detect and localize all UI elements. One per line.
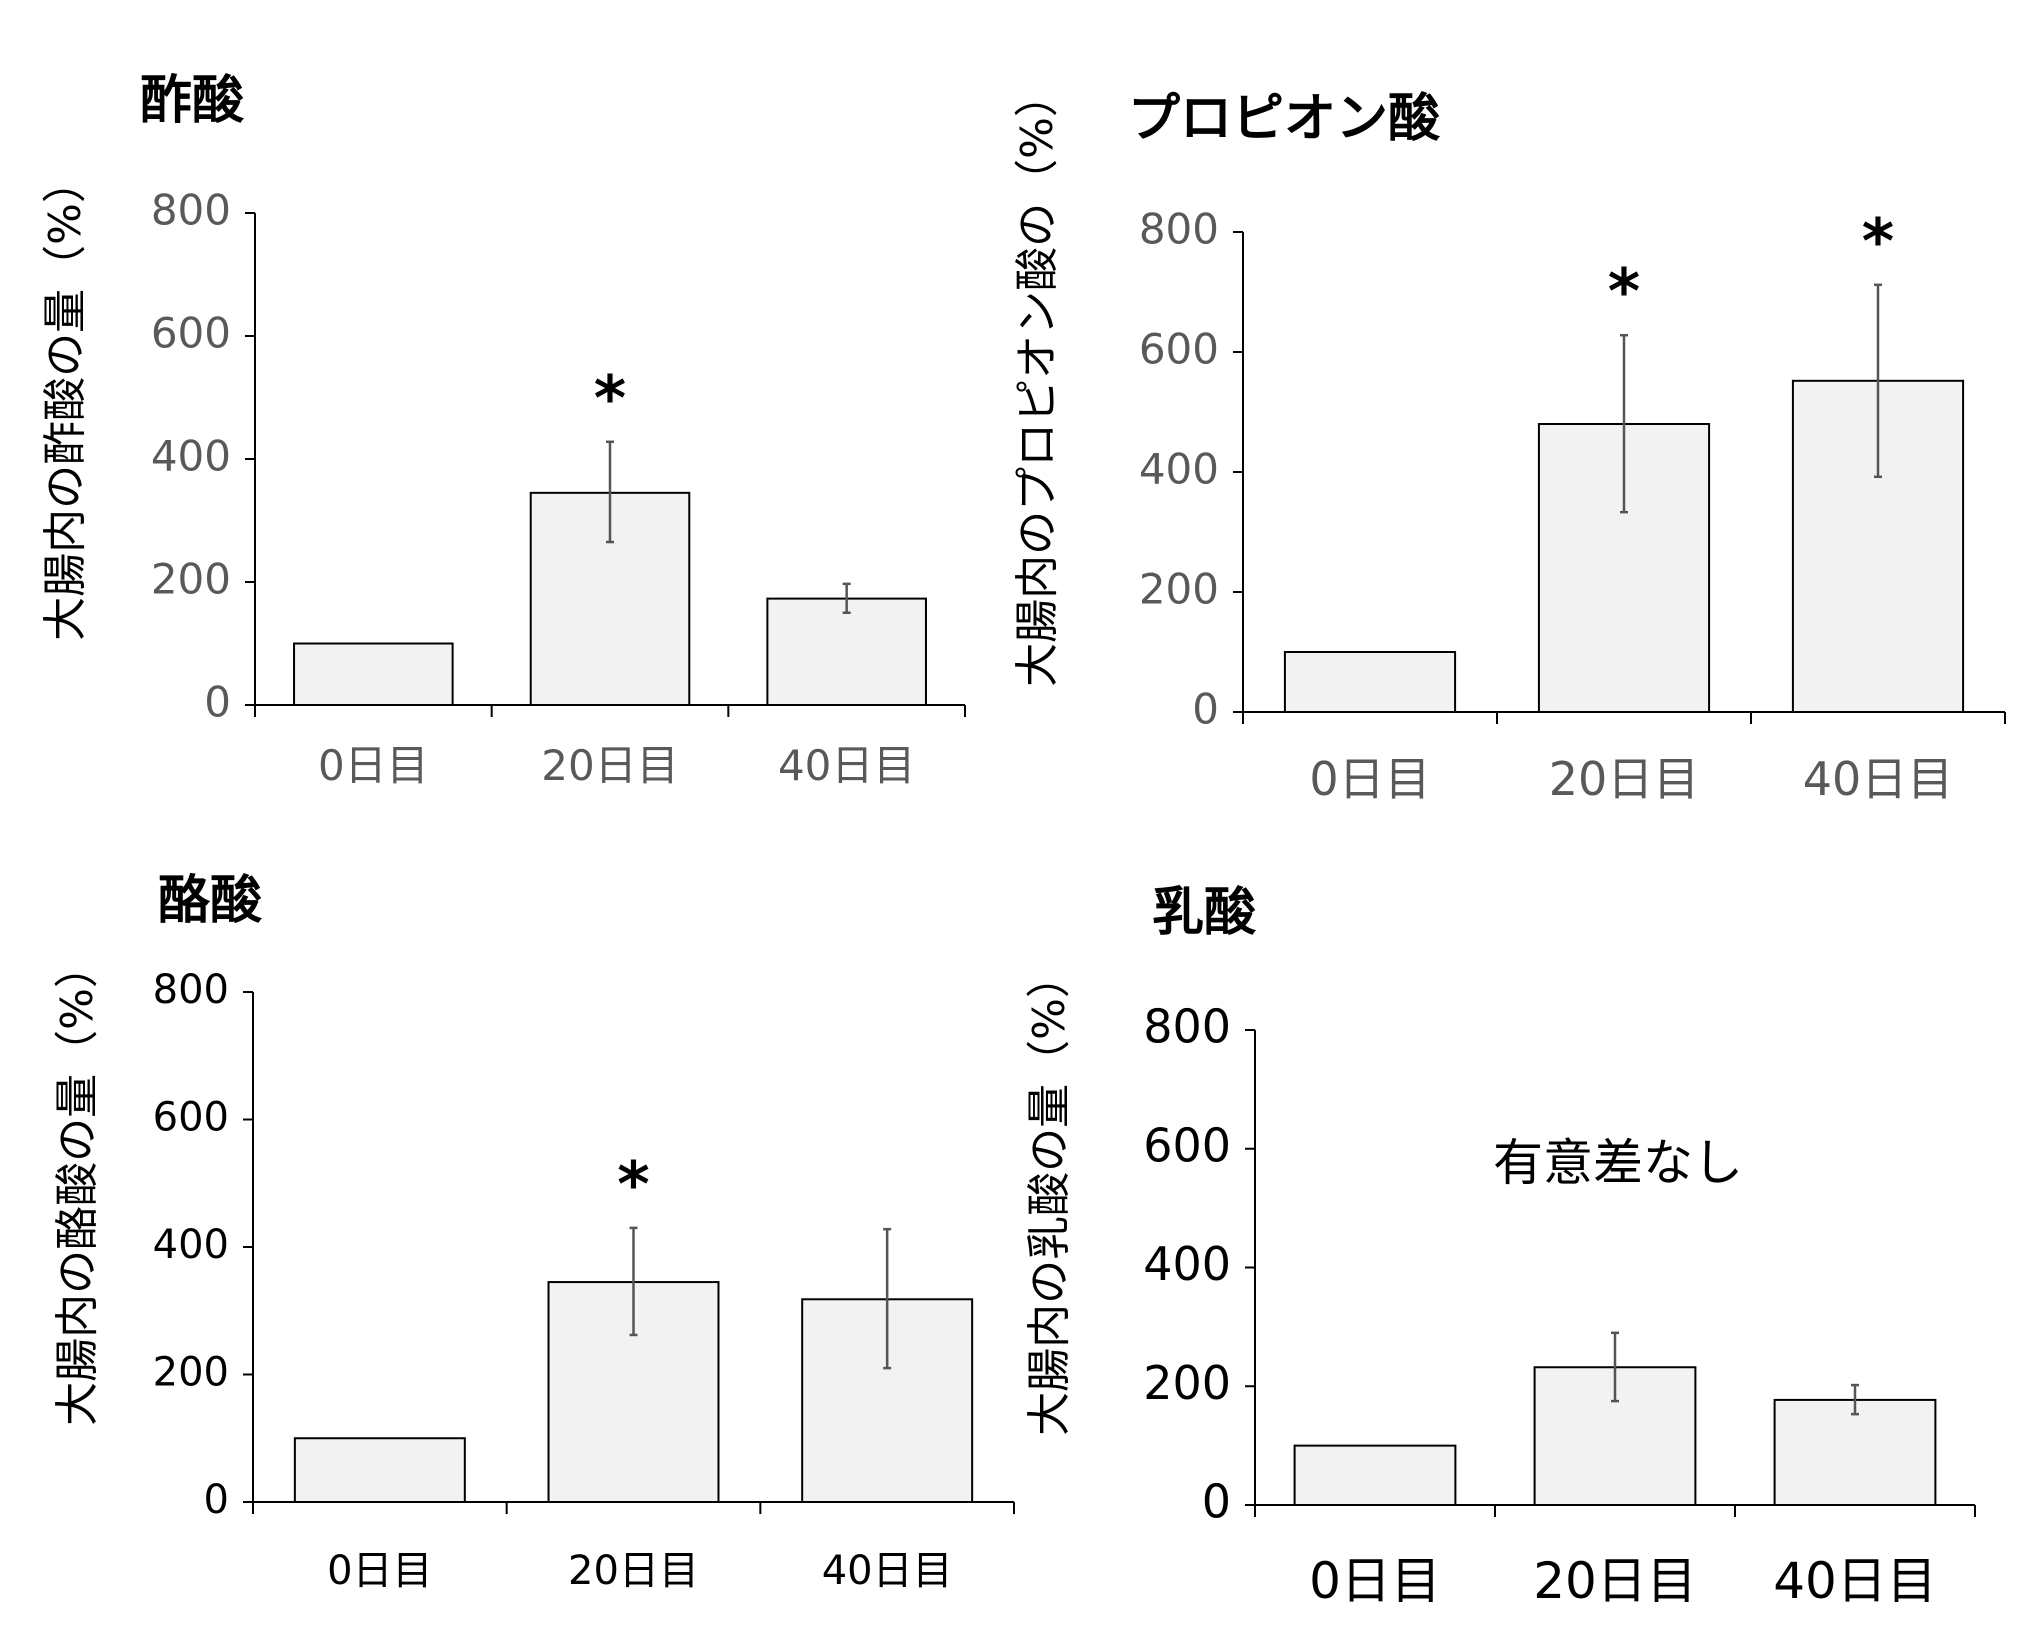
- x-tick-label: 20日目: [568, 1548, 699, 1594]
- bar: [1293, 1444, 1457, 1506]
- bar: [1773, 1398, 1937, 1506]
- bar: [293, 642, 454, 706]
- y-tick-label: 800: [1139, 205, 1219, 254]
- significance-marker: *: [1862, 205, 1894, 278]
- y-tick-label: 200: [1143, 1356, 1231, 1410]
- y-tick-label: 800: [153, 967, 229, 1013]
- y-tick-label: 400: [151, 432, 231, 481]
- y-tick-label: 200: [153, 1350, 229, 1396]
- y-tick-label: 600: [1143, 1118, 1231, 1172]
- y-axis-label: 大腸内の乳酸の量（%）: [1024, 954, 1075, 1436]
- y-tick-label: 0: [1202, 1475, 1231, 1529]
- x-tick-label: 0日目: [1309, 1552, 1441, 1610]
- y-tick-label: 0: [204, 678, 231, 727]
- x-tick-label: 40日目: [1803, 752, 1954, 806]
- x-tick-label: 0日目: [1309, 752, 1430, 806]
- x-tick-label: 40日目: [778, 741, 915, 790]
- chart-title: プロピオン酸: [1128, 89, 1441, 149]
- y-axis-label: 大腸内の酢酸の量（%）: [40, 159, 91, 641]
- significance-marker: *: [594, 362, 626, 435]
- significance-marker: *: [617, 1148, 649, 1221]
- chart-annotation: 有意差なし: [1493, 1134, 1743, 1192]
- y-tick-label: 400: [1143, 1237, 1231, 1291]
- bar: [293, 1437, 466, 1503]
- x-tick-label: 20日目: [541, 741, 678, 790]
- y-tick-label: 600: [153, 1095, 229, 1141]
- chart-title: 酪酸: [158, 871, 263, 931]
- y-tick-label: 200: [1139, 565, 1219, 614]
- y-tick-label: 400: [1139, 445, 1219, 494]
- chart-panel-2: プロピオン酸 大腸内のプロピオン酸の（%） 0 200 400 600 800 0日目 * 20日…: [1012, 73, 2006, 806]
- chart-title: 酢酸: [140, 71, 245, 131]
- chart-title: 乳酸: [1152, 883, 1257, 943]
- y-tick-label: 0: [1192, 685, 1219, 734]
- bar: [1283, 651, 1457, 713]
- y-tick-label: 600: [1139, 325, 1219, 374]
- y-axis-label: 大腸内の酪酸の量（%）: [52, 944, 103, 1426]
- y-tick-label: 800: [1143, 1000, 1231, 1054]
- x-tick-label: 0日目: [318, 741, 429, 790]
- y-tick-label: 800: [151, 186, 231, 235]
- x-tick-label: 20日目: [1533, 1552, 1697, 1610]
- x-tick-label: 40日目: [822, 1548, 953, 1594]
- significance-marker: *: [1608, 255, 1640, 328]
- x-tick-label: 40日目: [1773, 1552, 1937, 1610]
- y-tick-label: 0: [204, 1477, 229, 1523]
- y-tick-label: 200: [151, 555, 231, 604]
- x-tick-label: 0日目: [327, 1548, 432, 1594]
- x-tick-label: 20日目: [1549, 752, 1700, 806]
- y-tick-label: 600: [151, 309, 231, 358]
- y-tick-label: 400: [153, 1222, 229, 1268]
- y-axis-label: 大腸内のプロピオン酸の（%）: [1012, 73, 1063, 687]
- bar: [766, 597, 927, 706]
